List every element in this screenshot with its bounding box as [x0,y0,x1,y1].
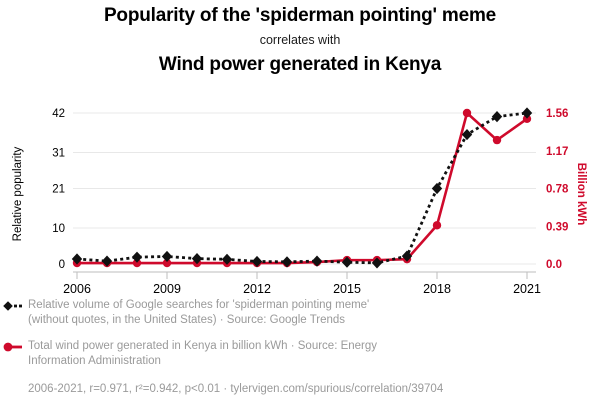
x-tick-label: 2006 [63,282,91,295]
data-point-marker [311,255,323,267]
data-point-marker [462,108,472,118]
data-point-marker [401,250,413,262]
right-axis-tick-labels: 0.0 0.39 0.78 1.17 1.56 [546,108,569,271]
data-point-marker [522,114,532,124]
circle-solid-red-marker-icon [3,342,22,352]
gridlines [73,112,536,265]
chart-container: 0 10 21 31 42 0.0 0.39 0.78 1.17 1.56 2006 2009 20… [0,100,600,295]
x-tick-label: 2012 [243,282,271,295]
right-tick-label: 0.39 [546,221,568,233]
data-point-marker [71,253,83,265]
chart-legend: Relative volume of Google searches for '… [0,298,600,397]
x-tick-label: 2009 [153,282,181,295]
right-axis-title: Billion kWh [575,162,587,226]
data-point-marker [431,182,443,195]
legend-label-line2: (without quotes, in the United States) ·… [28,313,346,326]
data-point-marker [341,256,353,268]
legend-label-line1: Total wind power generated in Kenya in b… [28,340,378,352]
data-point-marker [491,110,503,123]
legend-label-line2: Information Administration [28,354,161,367]
right-tick-label: 0.78 [546,184,569,196]
page-subtitle: Wind power generated in Kenya [158,54,442,75]
data-point-marker [162,258,172,268]
data-point-marker [131,251,143,263]
title-connector: correlates with [259,33,341,47]
data-point-marker [221,253,233,265]
legend-item-wind-power: Total wind power generated in Kenya in b… [0,339,600,368]
left-tick-label: 42 [52,108,65,120]
x-tick-label: 2021 [513,282,541,295]
x-axis-tick-labels: 2006 2009 2012 2015 2018 2021 [63,282,541,295]
data-point-marker [461,128,473,141]
right-tick-label: 1.17 [546,146,568,158]
data-point-marker [132,258,142,268]
x-tick-label: 2015 [333,282,361,295]
data-point-marker [251,255,263,268]
left-tick-label: 31 [52,148,65,160]
left-tick-label: 21 [52,184,65,196]
left-axis-title: Relative popularity [12,146,24,242]
left-axis-tick-labels: 0 10 21 31 42 [52,108,65,271]
series-spiderman-meme-searches [71,107,533,269]
data-point-marker [161,250,173,263]
diamond-dotted-black-marker-icon [3,301,22,311]
data-point-marker [432,221,442,230]
right-tick-label: 1.56 [546,108,568,120]
right-tick-label: 0.0 [546,259,562,271]
title-block: Popularity of the 'spiderman pointing' m… [0,4,600,76]
legend-label-line1: Relative volume of Google searches for '… [28,299,370,311]
data-point-marker [521,107,533,119]
x-tick-label: 2018 [423,282,451,295]
data-point-marker [191,253,203,265]
data-point-marker [492,135,502,145]
left-tick-label: 10 [52,223,65,235]
x-axis [73,271,536,279]
legend-item-meme-searches: Relative volume of Google searches for '… [0,298,600,327]
left-tick-label: 0 [59,259,65,271]
page-title: Popularity of the 'spiderman pointing' m… [103,5,497,26]
data-point-marker [281,256,293,268]
footer-stats-note: 2006-2021, r=0.971, r²=0.942, p<0.01 · t… [28,383,444,395]
